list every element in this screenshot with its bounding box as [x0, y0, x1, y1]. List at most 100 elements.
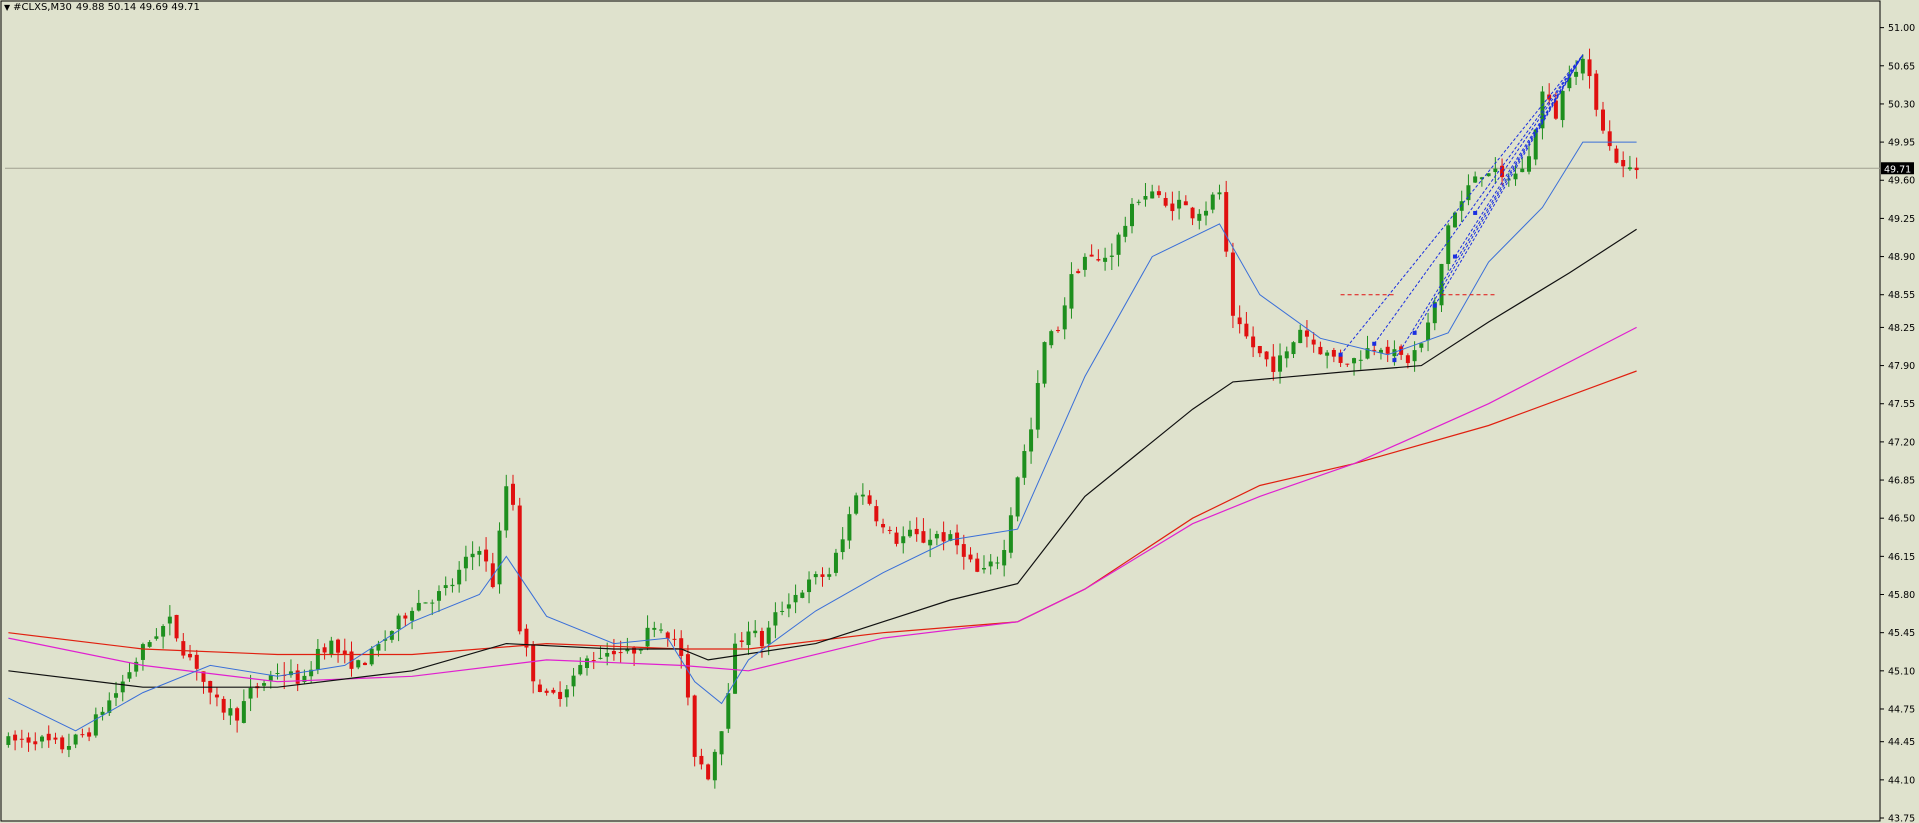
candle-bear — [1634, 167, 1639, 171]
y-tick-label: 47.55 — [1888, 399, 1915, 410]
candle-bear — [1399, 346, 1404, 355]
candle-bull — [1177, 199, 1182, 209]
candle-bull — [1352, 358, 1357, 364]
candle-bull — [578, 665, 583, 675]
candle-bear — [1096, 259, 1101, 261]
candle-bull — [1008, 515, 1013, 553]
candle-bear — [221, 698, 226, 713]
candle-bull — [981, 567, 986, 570]
candle-bull — [1533, 129, 1538, 160]
candle-bull — [140, 644, 145, 660]
candle-bull — [134, 661, 139, 672]
candle-bull — [73, 734, 78, 745]
candle-bull — [1567, 77, 1572, 89]
candle-bull — [443, 585, 448, 589]
candle-bear — [672, 638, 677, 640]
candle-bear — [484, 549, 489, 562]
candle-bull — [1002, 550, 1007, 566]
candle-bull — [753, 630, 758, 634]
y-tick-label: 49.95 — [1888, 138, 1915, 149]
candle-bull — [1325, 352, 1330, 356]
candle-bull — [470, 553, 475, 558]
y-tick-label: 46.85 — [1888, 476, 1915, 487]
y-tick-label: 50.65 — [1888, 61, 1915, 72]
candle-bull — [1143, 196, 1148, 200]
candle-bull — [93, 714, 98, 736]
fib-dashed-line — [1474, 54, 1584, 214]
y-tick-label: 45.80 — [1888, 590, 1915, 601]
candle-bear — [1264, 351, 1269, 360]
candle-bull — [268, 675, 273, 681]
candle-bull — [1479, 177, 1484, 180]
candle-bull — [1446, 225, 1451, 265]
candle-bear — [531, 645, 536, 682]
candle-bear — [80, 734, 85, 736]
candle-bear — [679, 638, 684, 656]
candle-bull — [1486, 173, 1491, 177]
candle-bull — [416, 602, 421, 611]
candle-bull — [504, 486, 509, 531]
candle-bull — [127, 672, 132, 679]
candle-bear — [874, 506, 879, 522]
candle-bear — [699, 755, 704, 765]
candle-bull — [1204, 210, 1209, 216]
chart-header: ▼ #CLXS,M30 49.88 50.14 49.69 49.71 — [4, 2, 200, 13]
candle-bear — [611, 650, 616, 655]
candle-bear — [887, 529, 892, 531]
candle-bull — [1291, 342, 1296, 355]
candle-bull — [1284, 351, 1289, 359]
current-price-badge — [1881, 162, 1914, 175]
candle-bull — [147, 642, 152, 647]
candle-bear — [194, 654, 199, 669]
y-tick-label: 48.25 — [1888, 323, 1915, 334]
candle-bear — [33, 741, 38, 745]
candle-bear — [1405, 355, 1410, 364]
y-tick-label: 45.10 — [1888, 666, 1915, 677]
candle-bear — [968, 554, 973, 560]
y-tick-label: 45.45 — [1888, 628, 1915, 639]
candle-bull — [746, 631, 751, 646]
candle-bull — [356, 660, 361, 668]
candle-bear — [921, 531, 926, 543]
candle-bull — [248, 687, 253, 699]
candle-bull — [1278, 355, 1283, 372]
candle-bear — [60, 737, 65, 750]
candle-bull — [652, 627, 657, 630]
candle-bear — [295, 670, 300, 684]
candle-bull — [1042, 342, 1047, 384]
candle-bull — [625, 649, 630, 652]
candle-bull — [383, 639, 388, 641]
candle-bear — [1237, 317, 1242, 325]
candle-bear — [517, 505, 522, 632]
candle-bear — [181, 641, 186, 656]
y-tick-label: 43.75 — [1888, 814, 1915, 823]
candle-bear — [692, 695, 697, 757]
candle-bear — [544, 690, 549, 693]
candle-bear — [342, 650, 347, 655]
candle-bear — [322, 647, 327, 653]
candle-bear — [551, 689, 556, 693]
candle-bull — [988, 561, 993, 567]
candle-bull — [329, 640, 334, 655]
candle-bear — [1224, 192, 1229, 252]
candle-bear — [739, 640, 744, 642]
candle-bull — [1426, 322, 1431, 341]
candle-bear — [1372, 349, 1377, 351]
candle-bull — [995, 562, 1000, 564]
y-tick-label: 50.30 — [1888, 99, 1915, 110]
candle-bull — [847, 514, 852, 541]
chart-menu-triangle-icon[interactable]: ▼ — [4, 3, 11, 12]
candle-bull — [766, 627, 771, 644]
candle-bear — [685, 654, 690, 698]
fib-anchor-marker — [1392, 358, 1397, 363]
candle-bull — [1069, 274, 1074, 309]
candle-bull — [1459, 201, 1464, 211]
candle-bull — [901, 536, 906, 544]
candle-bear — [1230, 252, 1235, 316]
candle-bull — [948, 534, 953, 541]
fib-dashed-line — [1414, 54, 1584, 334]
candle-bear — [1614, 148, 1619, 163]
candle-bull — [800, 592, 805, 598]
